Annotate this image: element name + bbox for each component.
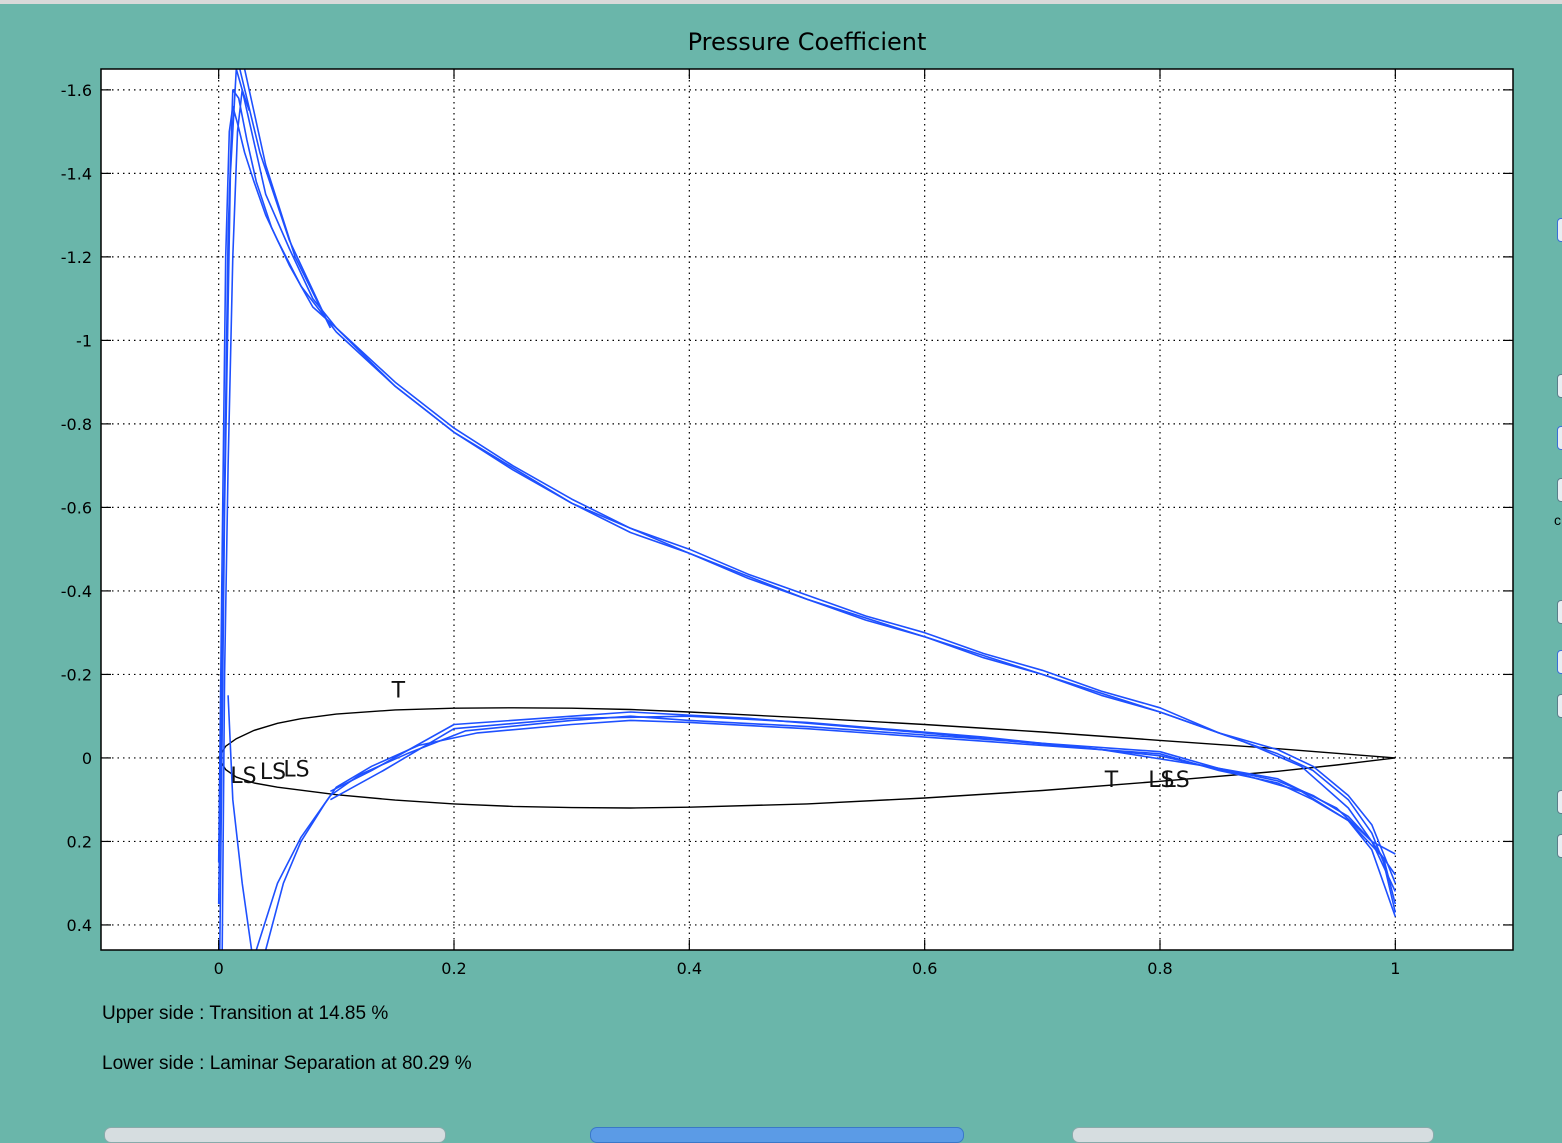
y-tick-label: -0.6	[61, 498, 92, 517]
y-tick-label: 0	[82, 749, 92, 768]
annotation-ls: LS	[1164, 768, 1190, 793]
annotation-ls: LS	[260, 760, 286, 785]
cp-series-5	[239, 69, 332, 329]
cp-series-1	[217, 105, 1397, 913]
x-tick-label: 1	[1390, 959, 1400, 978]
side-checkbox-7[interactable]	[1557, 694, 1562, 718]
cp-series-11	[330, 715, 1397, 905]
y-tick-label: -1	[76, 331, 92, 350]
annotation-t: T	[1104, 768, 1119, 793]
bottom-button-1[interactable]	[104, 1127, 446, 1143]
plot-area	[101, 69, 1513, 950]
cp-series-4	[243, 69, 332, 329]
y-tick-label: -1.4	[61, 164, 92, 183]
x-tick-label: 0.6	[912, 959, 937, 978]
upper-side-status: Upper side : Transition at 14.85 %	[102, 1003, 389, 1024]
y-tick-label: 0.4	[67, 916, 92, 935]
side-checkbox-5[interactable]	[1557, 600, 1562, 624]
side-checkbox-1[interactable]	[1557, 218, 1562, 242]
lower-side-status: Lower side : Laminar Separation at 80.29…	[102, 1053, 472, 1074]
y-tick-label: -0.4	[61, 582, 92, 601]
annotation-ls: LS	[230, 764, 256, 789]
y-tick-label: -0.8	[61, 415, 92, 434]
airfoil-lower-surface	[218, 757, 1396, 809]
x-tick-label: 0	[214, 959, 224, 978]
side-checkbox-6[interactable]	[1557, 650, 1562, 674]
annotation-ls: LS	[1148, 768, 1174, 793]
airfoil-upper-surface	[218, 707, 1396, 759]
side-checkbox-8[interactable]	[1557, 790, 1562, 814]
window-top-border	[0, 0, 1562, 4]
y-tick-label: -0.2	[61, 665, 92, 684]
y-tick-label: -1.2	[61, 248, 92, 267]
x-tick-label: 0.8	[1147, 959, 1172, 978]
cp-series-3	[219, 69, 1396, 950]
cp-series-7	[227, 695, 253, 950]
side-checkbox-9[interactable]	[1557, 834, 1562, 858]
plot-frame	[100, 68, 1514, 951]
y-tick-label: 0.2	[67, 832, 92, 851]
bottom-button-2[interactable]	[590, 1127, 964, 1143]
side-checkbox-2[interactable]	[1557, 374, 1562, 398]
bottom-button-3[interactable]	[1072, 1127, 1434, 1143]
chart-title: Pressure Coefficient	[688, 28, 927, 56]
clipped-label: c	[1554, 512, 1561, 528]
cp-series-6	[221, 89, 251, 950]
cp-series-2	[217, 89, 1397, 905]
annotation-t: T	[391, 678, 406, 703]
x-tick-label: 0.4	[677, 959, 702, 978]
side-checkbox-3[interactable]	[1557, 426, 1562, 450]
x-tick-label: 0.2	[441, 959, 466, 978]
annotation-ls: LS	[283, 758, 309, 783]
y-tick-label: -1.6	[61, 81, 92, 100]
side-checkbox-4[interactable]	[1557, 478, 1562, 502]
